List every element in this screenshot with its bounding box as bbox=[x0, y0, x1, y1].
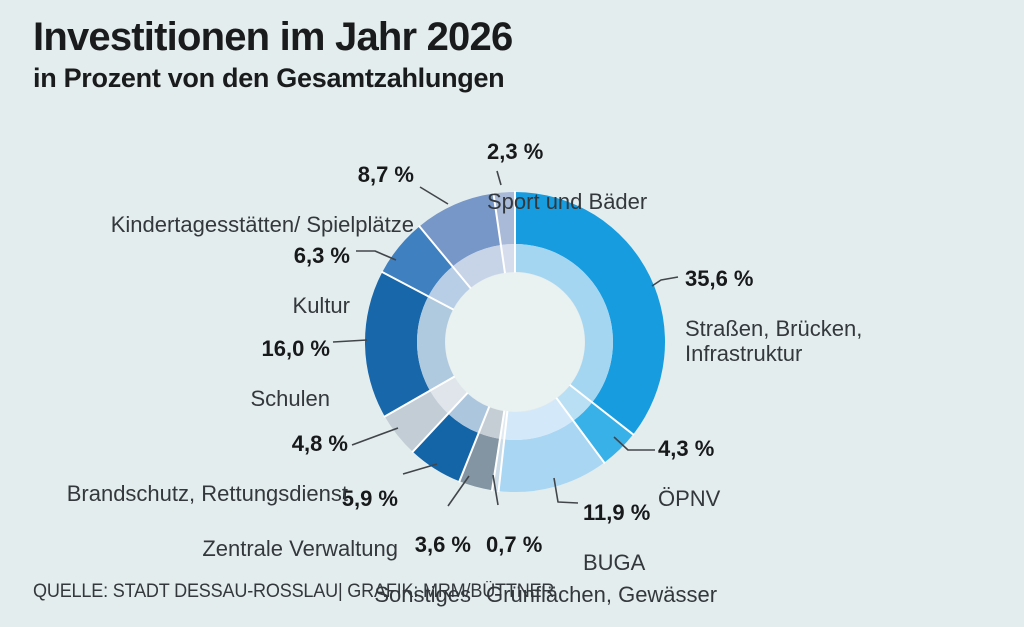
segment-name: Kindertagesstätten/ Spielplätze bbox=[110, 212, 414, 237]
label-sonstiges: 3,6 % Sonstiges bbox=[374, 507, 471, 627]
segment-name: Kultur bbox=[292, 293, 350, 318]
segment-value: 6,3 % bbox=[293, 243, 350, 268]
donut-segment bbox=[452, 245, 505, 289]
segment-value: 4,3 % bbox=[658, 436, 715, 461]
donut-segment bbox=[504, 398, 574, 440]
leader-line bbox=[651, 276, 679, 287]
donut-segment bbox=[515, 192, 666, 435]
segment-separator bbox=[555, 396, 606, 464]
segment-value: 3,6 % bbox=[414, 532, 471, 557]
donut-hole bbox=[445, 272, 585, 412]
segment-separator bbox=[380, 270, 455, 311]
leader-line bbox=[419, 186, 449, 205]
label-brandschutz-rettungsdienst: 4,8 % Brandschutz, Rettungsdienst bbox=[67, 406, 348, 531]
segment-name: BUGA bbox=[583, 550, 646, 575]
segment-name: Schulen bbox=[250, 386, 330, 411]
leader-line bbox=[447, 475, 470, 507]
source-credit: QUELLE: STADT DESSAU-ROSSLAU| GRAFIK: MR… bbox=[33, 581, 555, 602]
segment-separator bbox=[383, 375, 456, 418]
segment-separator bbox=[568, 383, 635, 436]
leader-line bbox=[402, 463, 438, 475]
donut-segment bbox=[384, 390, 449, 452]
leader-line bbox=[613, 436, 655, 451]
segment-name: Sport und Bäder bbox=[487, 189, 648, 214]
donut-segment bbox=[419, 193, 501, 267]
chart-header: Investitionen im Jahr 2026 in Prozent vo… bbox=[33, 14, 513, 94]
segment-value: 2,3 % bbox=[487, 139, 544, 164]
leader-line bbox=[553, 477, 579, 504]
leader-line bbox=[492, 474, 499, 506]
label-sport-und-baeder: 2,3 % Sport und Bäder bbox=[487, 114, 647, 239]
segment-value: 5,9 % bbox=[341, 486, 398, 511]
donut-segment bbox=[573, 402, 634, 463]
segment-name: Sonstiges bbox=[374, 582, 471, 607]
label-strassen-bruecken-infrastruktur: 35,6 % Straßen, Brücken, Infrastruktur bbox=[685, 241, 862, 391]
donut-segment bbox=[478, 407, 505, 439]
segment-value: 35,6 % bbox=[685, 266, 754, 291]
segment-value: 0,7 % bbox=[486, 532, 543, 557]
segment-value: 16,0 % bbox=[261, 336, 331, 361]
leader-line bbox=[351, 427, 399, 446]
leader-line bbox=[356, 250, 397, 261]
donut-segment bbox=[493, 192, 515, 246]
label-schulen: 16,0 % Schulen bbox=[250, 311, 330, 436]
segment-separator bbox=[458, 405, 491, 483]
segment-name: Brandschutz, Rettungsdienst bbox=[66, 481, 348, 506]
donut-segment bbox=[515, 243, 614, 403]
segment-separator bbox=[411, 391, 469, 454]
label-gruenflaechen-gewaesser: 0,7 % Grünflächen, Gewässer bbox=[486, 507, 717, 627]
page-subtitle: in Prozent von den Gesamtzahlungen bbox=[33, 63, 505, 93]
donut-segment bbox=[428, 266, 471, 310]
label-zentrale-verwaltung: 5,9 % Zentrale Verwaltung bbox=[202, 461, 398, 586]
segment-value: 8,7 % bbox=[357, 162, 414, 187]
segment-name: Zentrale Verwaltung bbox=[202, 536, 398, 561]
label-kindertagesstaetten-spielplaetze: 8,7 % Kindertagesstätten/ Spielplätze bbox=[111, 137, 414, 262]
segment-separator bbox=[497, 410, 509, 493]
segment-value: 11,9 % bbox=[583, 500, 651, 525]
donut-segment bbox=[364, 272, 430, 417]
leader-line bbox=[496, 170, 502, 186]
segment-separator bbox=[418, 224, 472, 290]
segment-name: Straßen, Brücken, Infrastruktur bbox=[685, 316, 863, 366]
donut-segment bbox=[498, 420, 605, 493]
page-title: Investitionen im Jahr 2026 bbox=[33, 15, 513, 59]
donut-segment bbox=[382, 226, 453, 297]
label-buga: 11,9 % BUGA bbox=[583, 475, 650, 600]
donut-segment bbox=[417, 296, 455, 391]
leader-line bbox=[332, 339, 368, 343]
donut-segment bbox=[459, 433, 500, 491]
donut-segment bbox=[492, 438, 505, 492]
label-kultur: 6,3 % Kultur bbox=[293, 218, 350, 343]
label-oepnv: 4,3 % ÖPNV bbox=[658, 411, 720, 536]
segment-name: Grünflächen, Gewässer bbox=[486, 582, 718, 607]
donut-segment bbox=[412, 413, 479, 482]
segment-value: 4,8 % bbox=[291, 431, 348, 456]
segment-name: ÖPNV bbox=[658, 486, 721, 511]
segment-separator bbox=[492, 192, 507, 274]
donut-segment bbox=[556, 385, 593, 421]
